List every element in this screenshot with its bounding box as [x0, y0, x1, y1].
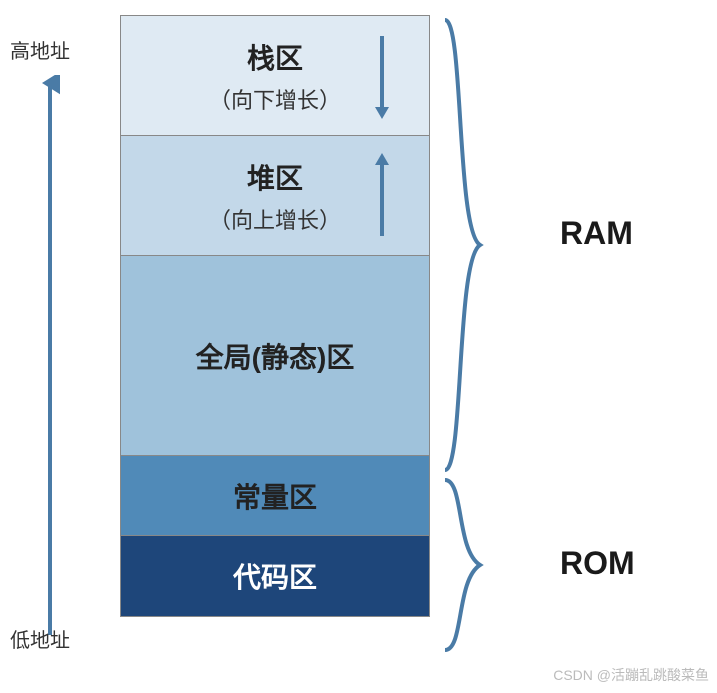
- memory-region: 代码区: [121, 536, 429, 616]
- region-title: 栈区: [247, 37, 303, 77]
- grow-up-arrow-icon: [370, 151, 394, 241]
- region-subtitle: （向下增长）: [209, 83, 341, 115]
- high-address-label: 高地址: [10, 35, 70, 64]
- memory-region: 堆区 （向上增长）: [121, 136, 429, 256]
- rom-brace-icon: [440, 475, 490, 655]
- memory-layout: 栈区 （向下增长） 堆区 （向上增长） 全局(静态)区常量区代码区: [120, 15, 430, 617]
- memory-type-labels: RAM ROM: [440, 15, 700, 675]
- address-arrow-up-icon: [40, 75, 60, 635]
- memory-region: 全局(静态)区: [121, 256, 429, 456]
- address-axis: 高地址 低地址: [10, 20, 100, 673]
- rom-label: ROM: [560, 545, 635, 582]
- ram-label: RAM: [560, 215, 633, 252]
- memory-region: 常量区: [121, 456, 429, 536]
- region-title: 全局(静态)区: [196, 336, 355, 376]
- region-title: 堆区: [247, 157, 303, 197]
- memory-region: 栈区 （向下增长）: [121, 16, 429, 136]
- region-title: 常量区: [233, 476, 317, 516]
- region-title: 代码区: [233, 556, 317, 596]
- low-address-label: 低地址: [10, 624, 70, 653]
- watermark: CSDN @活蹦乱跳酸菜鱼: [553, 665, 709, 685]
- region-subtitle: （向上增长）: [209, 203, 341, 235]
- ram-brace-icon: [440, 15, 490, 475]
- grow-down-arrow-icon: [370, 31, 394, 121]
